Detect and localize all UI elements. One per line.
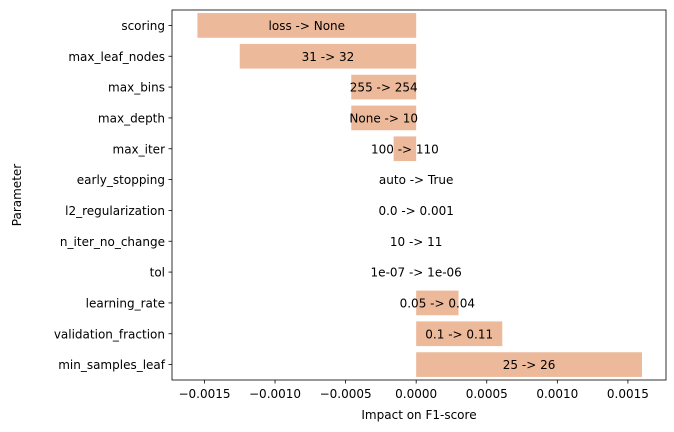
- y-tick-label-early_stopping: early_stopping: [77, 173, 165, 187]
- y-tick-label-max_bins: max_bins: [108, 81, 165, 95]
- bar-label-validation_fraction: 0.1 -> 0.11: [425, 327, 493, 341]
- bar-learning_rate: [416, 290, 459, 316]
- bar-label-scoring: loss -> None: [269, 19, 346, 33]
- x-tick-label: −0.0010: [249, 387, 301, 401]
- bar-label-l2_regularization: 0.0 -> 0.001: [378, 204, 453, 218]
- bar-label-learning_rate: 0.05 -> 0.04: [400, 296, 475, 310]
- bars-group: [197, 13, 643, 377]
- x-tick-label: −0.0015: [178, 387, 230, 401]
- x-axis-ticks: −0.0015 −0.0010 −0.0005 0.0000 0.0005 0.0010 0…: [178, 380, 649, 401]
- bar-label-max_bins: 255 -> 254: [350, 81, 418, 95]
- y-tick-label-scoring: scoring: [121, 19, 165, 33]
- x-tick-label: −0.0005: [320, 387, 372, 401]
- x-axis-title: Impact on F1-score: [361, 408, 476, 422]
- x-tick-label: 0.0010: [536, 387, 578, 401]
- y-tick-label-max_depth: max_depth: [98, 111, 165, 125]
- y-tick-label-validation_fraction: validation_fraction: [54, 327, 165, 341]
- bar-max_leaf_nodes: [239, 43, 417, 69]
- y-tick-label-n_iter_no_change: n_iter_no_change: [60, 235, 165, 249]
- bar-label-max_iter: 100 -> 110: [371, 142, 439, 156]
- bar-label-max_leaf_nodes: 31 -> 32: [302, 50, 355, 64]
- plot-area-frame: [171, 9, 667, 381]
- bar-max_bins: [351, 74, 417, 100]
- bar-labels-group: loss -> None 31 -> 32 255 -> 254 None -> 10…: [269, 19, 556, 372]
- bar-validation_fraction: [416, 321, 503, 347]
- y-axis-title: Parameter: [10, 164, 24, 226]
- bar-scoring: [197, 13, 417, 38]
- y-axis-ticks: scoring max_leaf_nodes max_bins max_depthma…: [54, 19, 172, 372]
- y-tick-label-max_iter: max_iter: [113, 142, 166, 156]
- bar-label-early_stopping: auto -> True: [379, 173, 454, 187]
- y-tick-label-tol: tol: [150, 266, 165, 280]
- bar-label-n_iter_no_change: 10 -> 11: [390, 235, 443, 249]
- y-tick-label-learning_rate: learning_rate: [86, 296, 165, 310]
- bar-label-tol: 1e-07 -> 1e-06: [371, 266, 462, 280]
- bar-label-max_depth: None -> 10: [349, 111, 418, 125]
- bar-max_iter: [393, 136, 417, 162]
- x-tick-label: 0.0005: [466, 387, 508, 401]
- y-tick-label-l2_regularization: l2_regularization: [65, 204, 165, 218]
- bar-min_samples_leaf: [416, 352, 643, 377]
- x-tick-label: 0.0000: [395, 387, 437, 401]
- bar-label-min_samples_leaf: 25 -> 26: [503, 358, 556, 372]
- y-tick-label-min_samples_leaf: min_samples_leaf: [58, 358, 166, 372]
- bar-max_depth: [351, 105, 417, 131]
- y-tick-label-max_leaf_nodes: max_leaf_nodes: [68, 50, 165, 64]
- x-tick-label: 0.0015: [607, 387, 649, 401]
